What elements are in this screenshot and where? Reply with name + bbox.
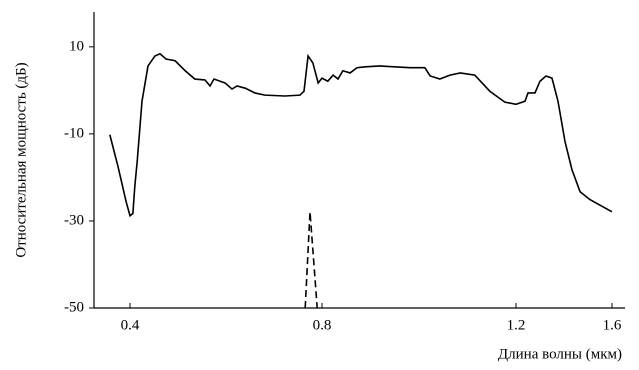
y-tick-label: -30	[64, 212, 84, 228]
x-axis-label: Длина волны (мкм)	[498, 346, 622, 362]
y-axis-label: Относительная мощность (дБ)	[13, 62, 29, 257]
y-tick-label: -10	[64, 125, 84, 141]
x-tick-label: 0.4	[121, 317, 140, 333]
x-tick-label: 0.8	[313, 317, 332, 333]
y-tick-label: -50	[64, 299, 84, 315]
y-tick-label: 10	[69, 38, 84, 54]
line-series	[109, 52, 613, 218]
x-tick-label: 1.2	[507, 317, 526, 333]
line-series	[304, 211, 318, 309]
x-tick-label: 1.6	[603, 317, 622, 333]
